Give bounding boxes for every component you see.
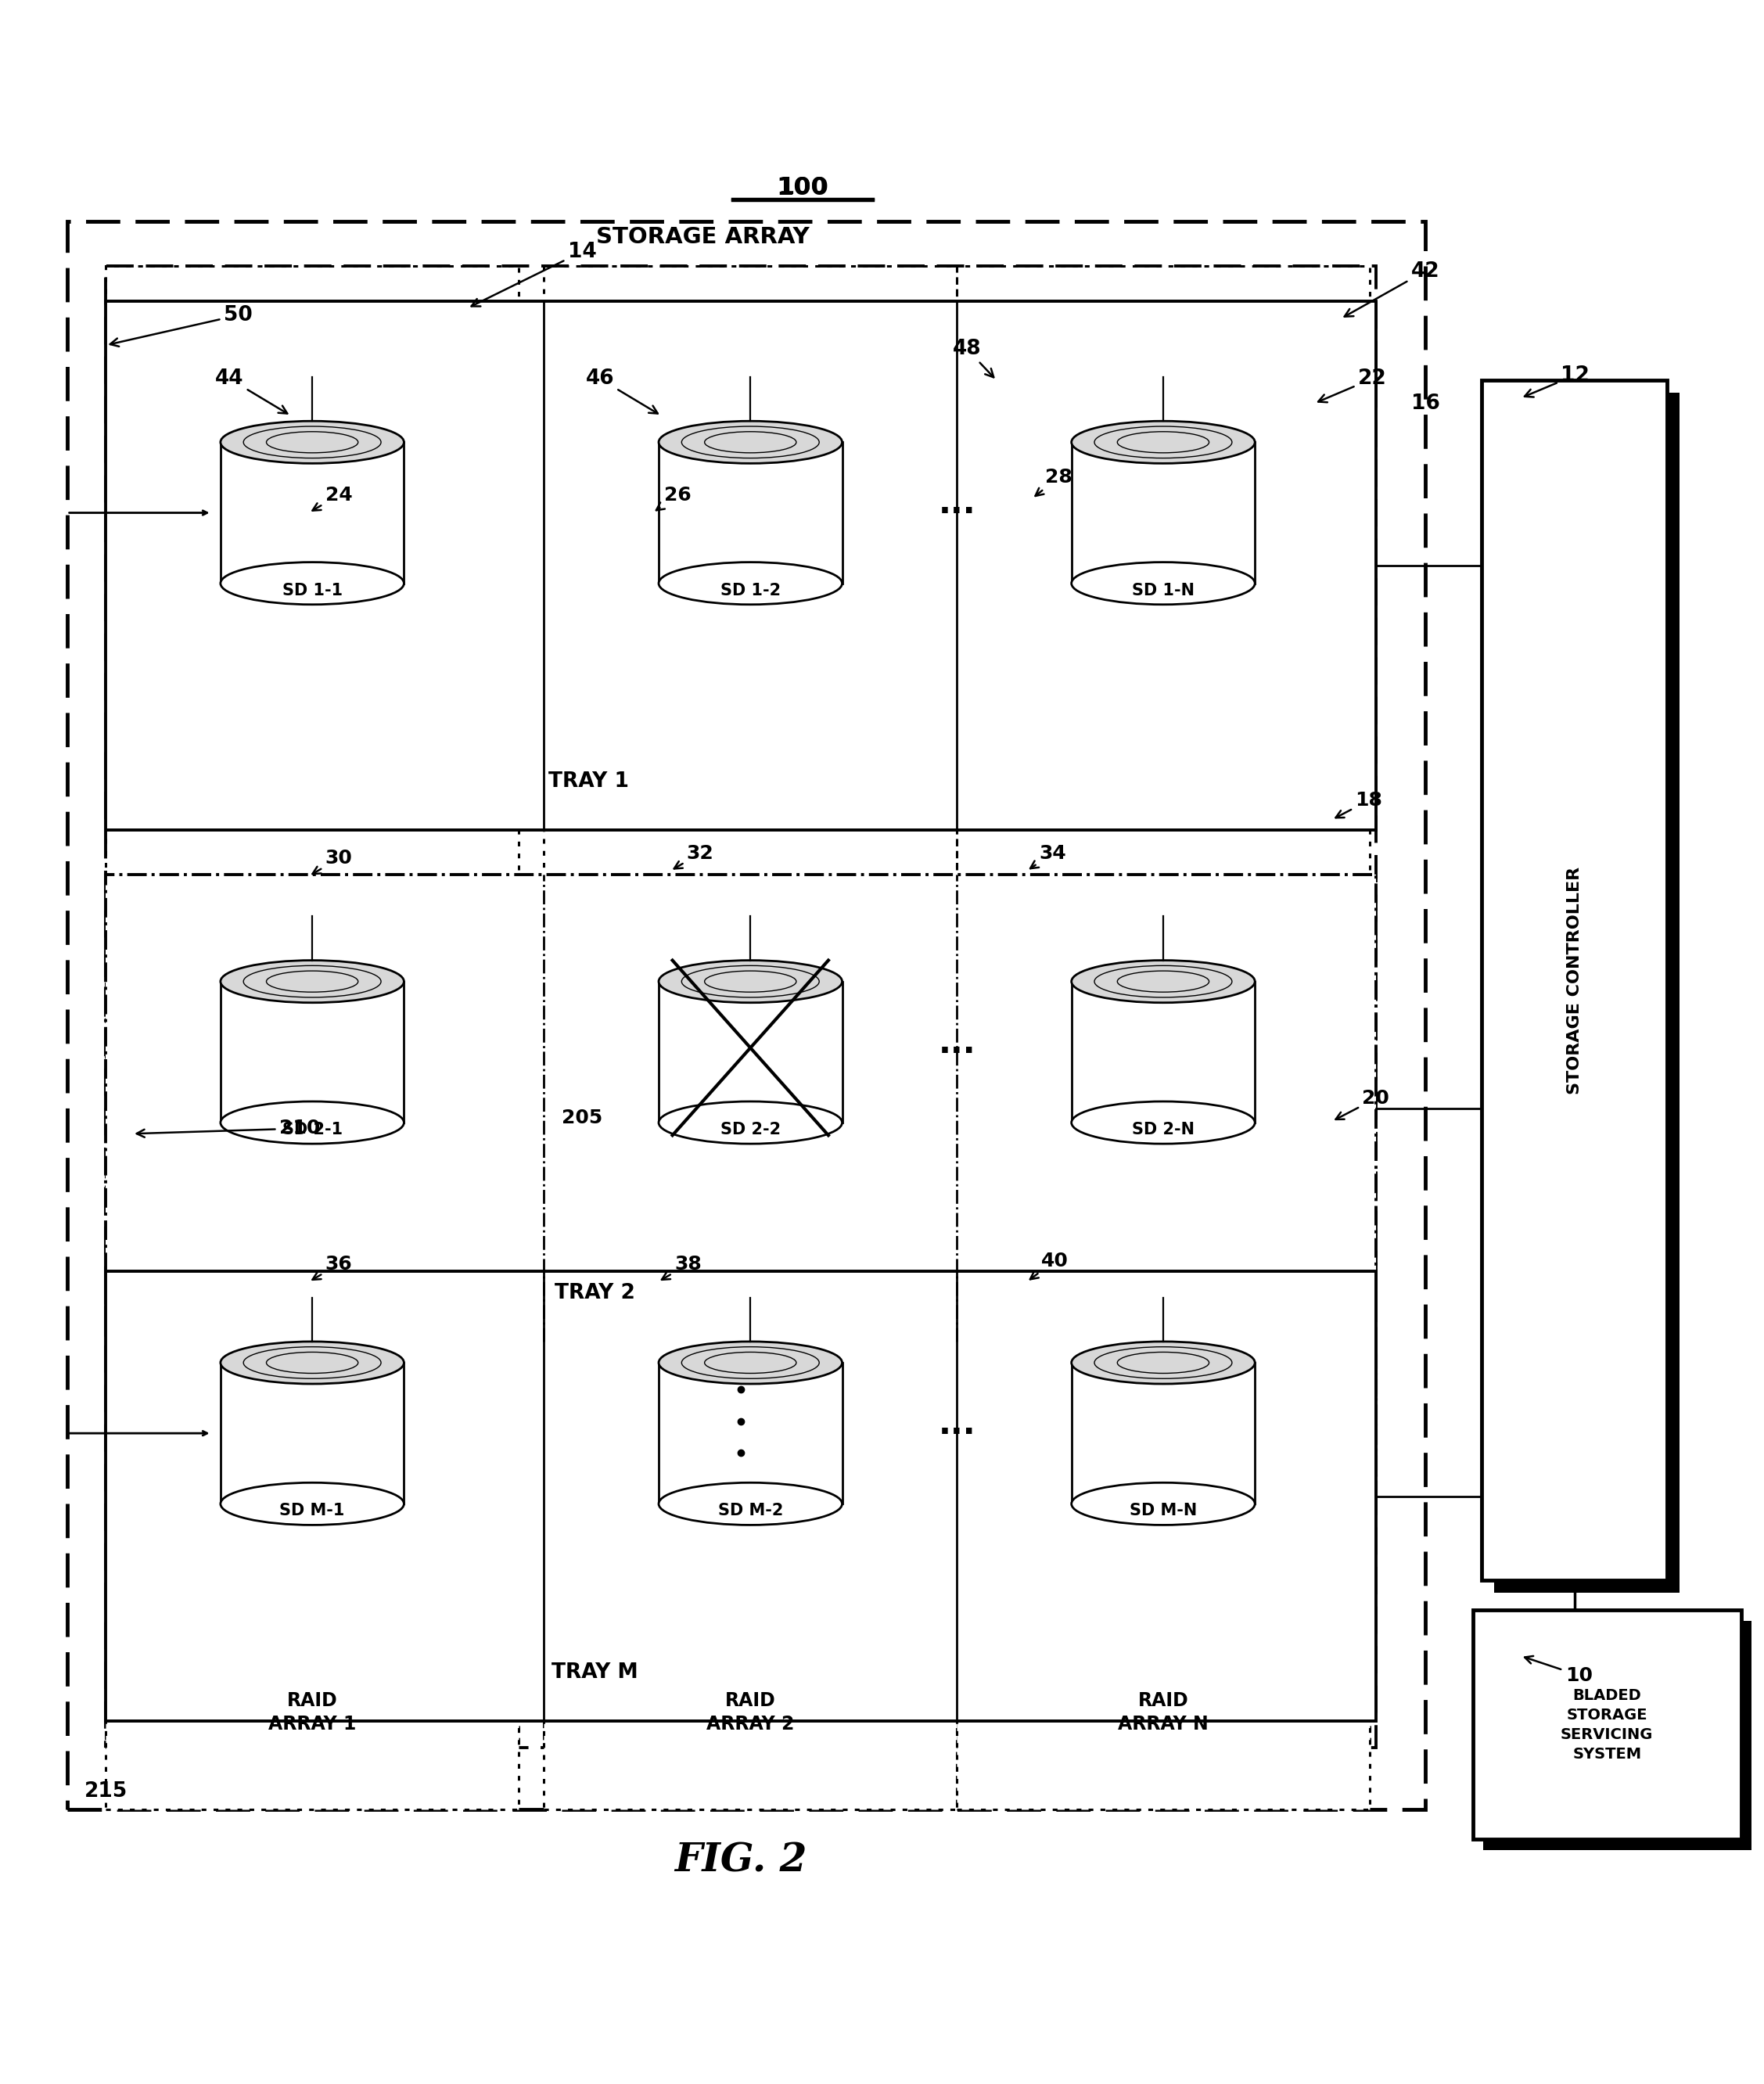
Text: 36: 36 bbox=[312, 1255, 353, 1280]
Ellipse shape bbox=[1071, 421, 1254, 463]
Text: SD M-N: SD M-N bbox=[1129, 1503, 1198, 1519]
Ellipse shape bbox=[220, 961, 404, 1002]
Text: 18: 18 bbox=[1335, 792, 1383, 817]
Ellipse shape bbox=[220, 1342, 404, 1384]
Text: 16: 16 bbox=[1411, 394, 1439, 413]
Text: 30: 30 bbox=[312, 848, 353, 873]
Ellipse shape bbox=[1071, 1102, 1254, 1144]
Text: RAID
ARRAY 2: RAID ARRAY 2 bbox=[706, 1690, 794, 1734]
Text: RAID
ARRAY N: RAID ARRAY N bbox=[1118, 1690, 1208, 1734]
Text: 34: 34 bbox=[1030, 844, 1067, 869]
FancyBboxPatch shape bbox=[1473, 1611, 1741, 1840]
Text: 44: 44 bbox=[215, 369, 288, 413]
Text: FIG. 2: FIG. 2 bbox=[674, 1842, 808, 1880]
Text: TRAY M: TRAY M bbox=[552, 1663, 639, 1682]
Text: SD M-2: SD M-2 bbox=[718, 1503, 783, 1519]
Polygon shape bbox=[1071, 1363, 1254, 1505]
Polygon shape bbox=[658, 442, 841, 584]
Ellipse shape bbox=[658, 563, 841, 604]
Ellipse shape bbox=[220, 563, 404, 604]
Polygon shape bbox=[956, 1615, 1369, 1809]
Polygon shape bbox=[658, 1363, 841, 1505]
Text: 12: 12 bbox=[1524, 365, 1589, 398]
Ellipse shape bbox=[220, 1482, 404, 1525]
Polygon shape bbox=[220, 982, 404, 1123]
Ellipse shape bbox=[1071, 961, 1254, 1002]
Polygon shape bbox=[1071, 442, 1254, 584]
Ellipse shape bbox=[658, 421, 841, 463]
Text: BLADED
STORAGE
SERVICING
SYSTEM: BLADED STORAGE SERVICING SYSTEM bbox=[1561, 1688, 1653, 1761]
Text: 32: 32 bbox=[674, 844, 714, 869]
Text: 38: 38 bbox=[662, 1255, 702, 1280]
Text: 215: 215 bbox=[85, 1782, 127, 1803]
Ellipse shape bbox=[1071, 1342, 1254, 1384]
Polygon shape bbox=[1071, 982, 1254, 1123]
Text: SD 1-2: SD 1-2 bbox=[720, 584, 781, 598]
Text: STORAGE CONTROLLER: STORAGE CONTROLLER bbox=[1566, 867, 1582, 1094]
Ellipse shape bbox=[658, 1102, 841, 1144]
Ellipse shape bbox=[220, 1102, 404, 1144]
Ellipse shape bbox=[658, 1342, 841, 1384]
FancyBboxPatch shape bbox=[1482, 381, 1667, 1580]
Polygon shape bbox=[106, 875, 1376, 1342]
Text: 48: 48 bbox=[953, 338, 993, 377]
Text: 14: 14 bbox=[471, 242, 596, 306]
FancyBboxPatch shape bbox=[1484, 1621, 1752, 1851]
Polygon shape bbox=[106, 1271, 1376, 1721]
Text: ...: ... bbox=[938, 488, 975, 521]
Text: TRAY 1: TRAY 1 bbox=[549, 771, 628, 792]
Text: 205: 205 bbox=[561, 1109, 603, 1127]
Text: 100: 100 bbox=[778, 177, 827, 198]
Text: SD 1-N: SD 1-N bbox=[1132, 584, 1194, 598]
Ellipse shape bbox=[1071, 1482, 1254, 1525]
Ellipse shape bbox=[658, 1482, 841, 1525]
Text: SD 1-1: SD 1-1 bbox=[282, 584, 342, 598]
Text: 40: 40 bbox=[1030, 1250, 1069, 1280]
Polygon shape bbox=[658, 982, 841, 1123]
Text: SD 2-2: SD 2-2 bbox=[720, 1121, 781, 1138]
Text: 100: 100 bbox=[776, 177, 829, 200]
Polygon shape bbox=[543, 1615, 956, 1809]
Text: STORAGE ARRAY: STORAGE ARRAY bbox=[596, 227, 810, 248]
Polygon shape bbox=[106, 1615, 519, 1809]
Ellipse shape bbox=[1071, 563, 1254, 604]
Text: ...: ... bbox=[938, 1027, 975, 1059]
Ellipse shape bbox=[658, 961, 841, 1002]
Text: 42: 42 bbox=[1344, 260, 1439, 317]
Polygon shape bbox=[220, 442, 404, 584]
Text: 28: 28 bbox=[1035, 469, 1073, 496]
Text: SD 2-1: SD 2-1 bbox=[282, 1121, 342, 1138]
Text: 50: 50 bbox=[109, 304, 252, 346]
Polygon shape bbox=[106, 300, 1376, 829]
Text: 20: 20 bbox=[1335, 1090, 1390, 1119]
Text: 46: 46 bbox=[586, 369, 658, 413]
Text: 10: 10 bbox=[1524, 1657, 1593, 1684]
Text: TRAY 2: TRAY 2 bbox=[554, 1284, 635, 1302]
Text: ...: ... bbox=[938, 1409, 975, 1440]
Text: SD 2-N: SD 2-N bbox=[1132, 1121, 1194, 1138]
Text: SD M-1: SD M-1 bbox=[280, 1503, 344, 1519]
Ellipse shape bbox=[220, 421, 404, 463]
Text: 22: 22 bbox=[1318, 369, 1387, 402]
Text: 210: 210 bbox=[136, 1119, 321, 1138]
Text: 26: 26 bbox=[656, 486, 691, 511]
Text: 24: 24 bbox=[312, 486, 353, 511]
FancyBboxPatch shape bbox=[1494, 392, 1679, 1592]
Polygon shape bbox=[220, 1363, 404, 1505]
Text: RAID
ARRAY 1: RAID ARRAY 1 bbox=[268, 1690, 356, 1734]
